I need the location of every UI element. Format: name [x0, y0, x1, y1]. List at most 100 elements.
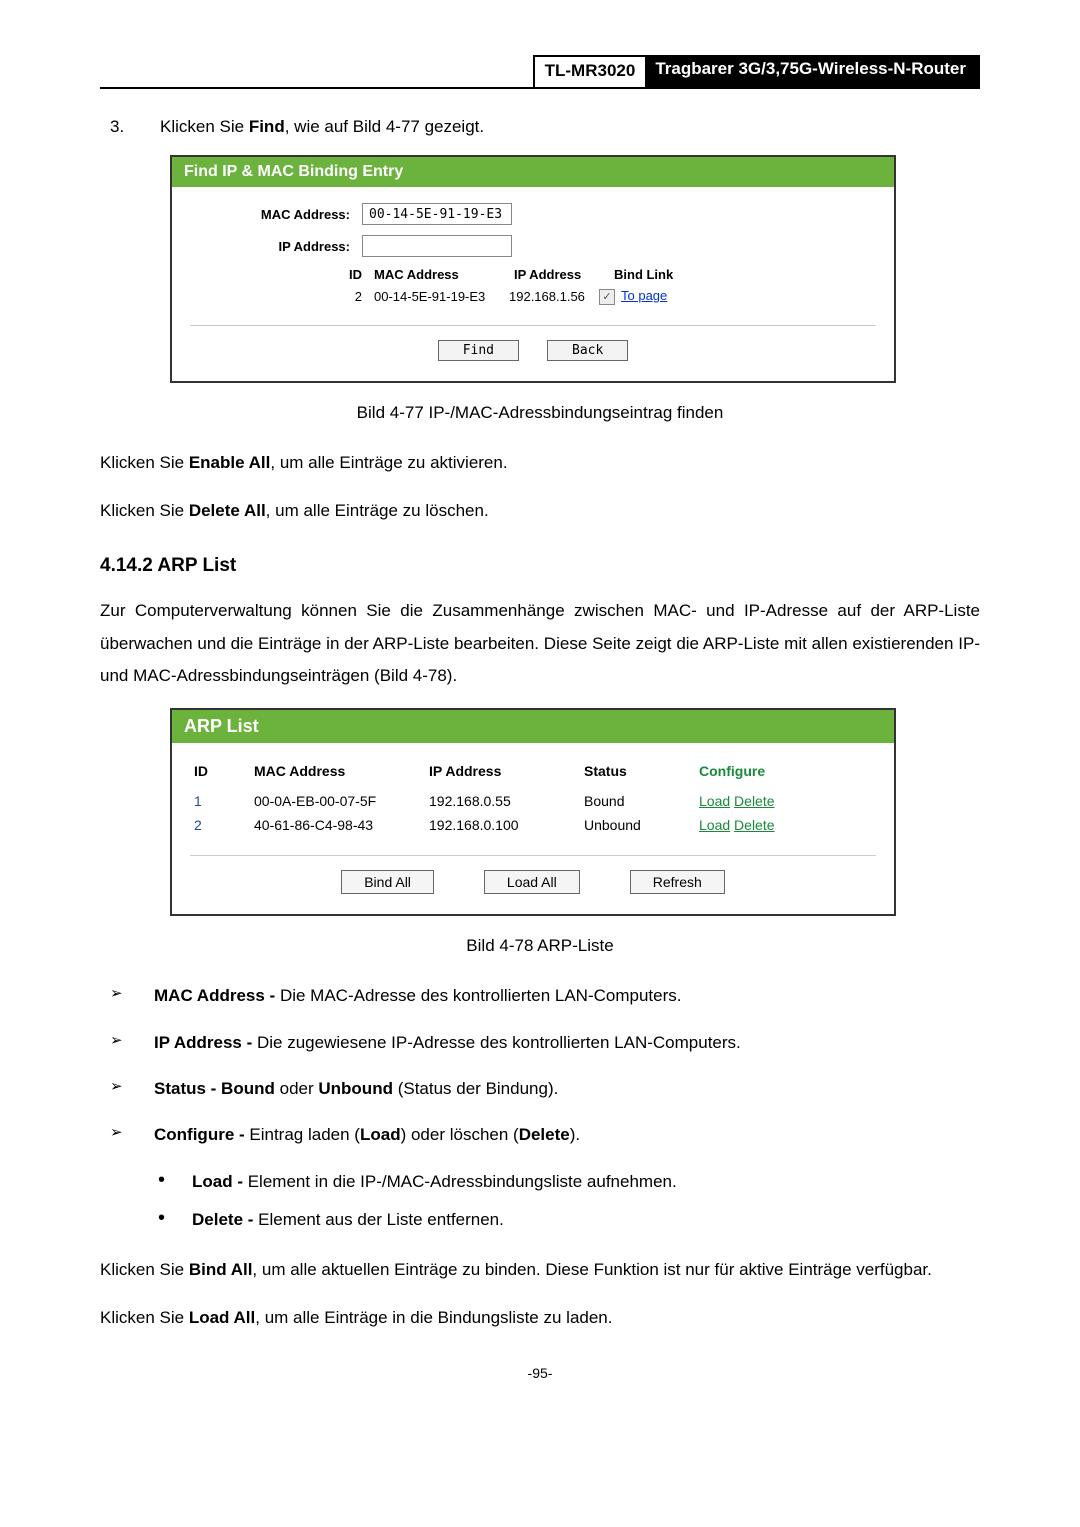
- load-link[interactable]: Load: [699, 793, 730, 809]
- cell-ip: 192.168.0.100: [429, 817, 584, 833]
- definition-list: ➢ MAC Address - Die MAC-Adresse des kont…: [100, 980, 980, 1236]
- cell-mac: 00-0A-EB-00-07-5F: [254, 793, 429, 809]
- text: Klicken Sie: [160, 117, 249, 136]
- cell-bind: ✓ To page: [599, 288, 679, 305]
- col-bind: Bind Link: [614, 267, 694, 282]
- mac-input[interactable]: [362, 203, 512, 225]
- text: , um alle Einträge zu aktivieren.: [270, 453, 507, 472]
- text: Element in die IP-/MAC-Adressbindungslis…: [248, 1172, 677, 1191]
- bold: Status - Bound: [154, 1079, 275, 1098]
- ip-label: IP Address:: [190, 239, 362, 254]
- text: Die MAC-Adresse des kontrollierten LAN-C…: [280, 986, 682, 1005]
- bold: Delete -: [192, 1210, 258, 1229]
- bold: Delete: [519, 1125, 570, 1144]
- text: ) oder löschen (: [401, 1125, 519, 1144]
- text: Klicken Sie: [100, 1260, 189, 1279]
- bold: Delete All: [189, 501, 266, 520]
- step-text: Klicken Sie Find, wie auf Bild 4-77 geze…: [160, 111, 980, 143]
- back-button[interactable]: Back: [547, 340, 628, 361]
- cell-mac: 00-14-5E-91-19-E3: [374, 289, 509, 304]
- text: , um alle aktuellen Einträge zu binden. …: [252, 1260, 931, 1279]
- page-number: -95-: [100, 1365, 980, 1381]
- arp-list-panel: ARP List ID MAC Address IP Address Statu…: [170, 708, 896, 916]
- col-mac: MAC Address: [374, 267, 514, 282]
- find-table-head: ID MAC Address IP Address Bind Link: [190, 267, 876, 282]
- find-binding-panel: Find IP & MAC Binding Entry MAC Address:…: [170, 155, 896, 383]
- text: Klicken Sie: [100, 453, 189, 472]
- text: Eintrag laden (: [249, 1125, 360, 1144]
- find-table-row: 2 00-14-5E-91-19-E3 192.168.1.56 ✓ To pag…: [190, 288, 876, 305]
- bold: MAC Address -: [154, 986, 280, 1005]
- bullet-status: ➢ Status - Bound oder Unbound (Status de…: [100, 1073, 980, 1105]
- arp-head: ID MAC Address IP Address Status Configu…: [190, 759, 876, 783]
- text: (Status der Bindung).: [393, 1079, 558, 1098]
- text: , wie auf Bild 4-77 gezeigt.: [285, 117, 484, 136]
- cell-id: 1: [190, 793, 254, 809]
- panel-title: ARP List: [172, 710, 894, 743]
- cell-id: 2: [190, 817, 254, 833]
- mac-label: MAC Address:: [190, 207, 362, 222]
- col-ip: IP Address: [429, 763, 584, 779]
- arp-row: 100-0A-EB-00-07-5F192.168.0.55BoundLoad …: [190, 789, 876, 813]
- section-heading: 4.14.2 ARP List: [100, 555, 980, 577]
- arp-table: ID MAC Address IP Address Status Configu…: [190, 759, 876, 837]
- bullet-mac: ➢ MAC Address - Die MAC-Adresse des kont…: [100, 980, 980, 1012]
- step-3: 3. Klicken Sie Find, wie auf Bild 4-77 g…: [100, 111, 980, 143]
- bold: IP Address -: [154, 1033, 257, 1052]
- col-id: ID: [190, 763, 254, 779]
- panel1-buttons: Find Back: [190, 325, 876, 361]
- bold: Enable All: [189, 453, 271, 472]
- para-load-all: Klicken Sie Load All, um alle Einträge i…: [100, 1302, 980, 1334]
- arp-row: 240-61-86-C4-98-43192.168.0.100UnboundLo…: [190, 813, 876, 837]
- bold: Load -: [192, 1172, 248, 1191]
- sub-load: • Load - Element in die IP-/MAC-Adressbi…: [158, 1166, 980, 1198]
- col-ip: IP Address: [514, 267, 614, 282]
- header-title: Tragbarer 3G/3,75G-Wireless-N-Router: [645, 55, 980, 87]
- cell-id: 2: [190, 289, 374, 304]
- bullet-configure: ➢ Configure - Eintrag laden (Load) oder …: [100, 1119, 980, 1151]
- ip-input[interactable]: [362, 235, 512, 257]
- bullet-ip: ➢ IP Address - Die zugewiesene IP-Adress…: [100, 1027, 980, 1059]
- bold: Bind All: [189, 1260, 253, 1279]
- chevron-icon: ➢: [100, 1027, 154, 1059]
- text: , um alle Einträge in die Bindungsliste …: [255, 1308, 612, 1327]
- bold: Configure -: [154, 1125, 249, 1144]
- panel-body: MAC Address: IP Address: ID MAC Address …: [172, 187, 894, 381]
- load-link[interactable]: Load: [699, 817, 730, 833]
- cell-mac: 40-61-86-C4-98-43: [254, 817, 429, 833]
- step-number: 3.: [100, 111, 160, 143]
- text: ).: [570, 1125, 580, 1144]
- doc-header: TL-MR3020 Tragbarer 3G/3,75G-Wireless-N-…: [100, 55, 980, 89]
- cell-status: Bound: [584, 793, 699, 809]
- dot-icon: •: [158, 1204, 192, 1236]
- text: oder: [275, 1079, 318, 1098]
- col-id: ID: [190, 267, 374, 282]
- header-spacer: [100, 55, 533, 87]
- para-enable-all: Klicken Sie Enable All, um alle Einträge…: [100, 447, 980, 479]
- para-delete-all: Klicken Sie Delete All, um alle Einträge…: [100, 495, 980, 527]
- col-configure: Configure: [699, 763, 876, 779]
- find-button[interactable]: Find: [438, 340, 519, 361]
- caption-4-78: Bild 4-78 ARP-Liste: [100, 936, 980, 956]
- cell-ip: 192.168.0.55: [429, 793, 584, 809]
- chevron-icon: ➢: [100, 980, 154, 1012]
- cell-status: Unbound: [584, 817, 699, 833]
- refresh-button[interactable]: Refresh: [630, 870, 725, 894]
- check-icon[interactable]: ✓: [599, 289, 615, 305]
- bind-all-button[interactable]: Bind All: [341, 870, 434, 894]
- chevron-icon: ➢: [100, 1119, 154, 1151]
- chevron-icon: ➢: [100, 1073, 154, 1105]
- delete-link[interactable]: Delete: [734, 817, 774, 833]
- cell-ip: 192.168.1.56: [509, 289, 599, 304]
- load-all-button[interactable]: Load All: [484, 870, 580, 894]
- col-mac: MAC Address: [254, 763, 429, 779]
- dot-icon: •: [158, 1166, 192, 1198]
- header-model: TL-MR3020: [533, 55, 646, 87]
- to-page-link[interactable]: To page: [621, 288, 667, 303]
- delete-link[interactable]: Delete: [734, 793, 774, 809]
- text: Die zugewiesene IP-Adresse des kontrolli…: [257, 1033, 741, 1052]
- arp-buttons: Bind All Load All Refresh: [190, 855, 876, 894]
- para-bind-all: Klicken Sie Bind All, um alle aktuellen …: [100, 1254, 980, 1286]
- sub-delete: • Delete - Element aus der Liste entfern…: [158, 1204, 980, 1236]
- cell-configure: Load Delete: [699, 817, 876, 833]
